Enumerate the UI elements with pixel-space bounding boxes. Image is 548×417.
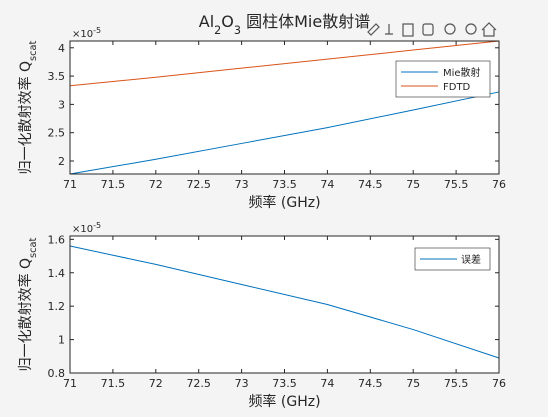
x-axis-label: 频率 (GHz) xyxy=(248,393,320,410)
y-tick-label: 2.5 xyxy=(48,127,66,140)
datatip-icon[interactable] xyxy=(385,24,393,35)
pan-icon[interactable] xyxy=(422,23,434,36)
text-part: 3 xyxy=(234,24,241,37)
zoom-out-icon[interactable] xyxy=(465,23,477,35)
pan-data-icon[interactable] xyxy=(402,23,414,37)
y-tick-label: 0.8 xyxy=(48,367,66,380)
y-tick-label: 3.5 xyxy=(48,70,66,83)
x-tick-label: 71.5 xyxy=(101,377,126,390)
y-multiplier: ×10-5 xyxy=(72,26,101,41)
multiplier-base: ×10 xyxy=(72,224,93,235)
y-tick-label: 2 xyxy=(58,155,65,168)
x-tick-label: 71 xyxy=(63,377,77,390)
x-tick-label: 75 xyxy=(406,178,420,191)
y-tick-label: 1.2 xyxy=(48,300,66,313)
text-part: 2 xyxy=(214,24,221,37)
x-tick-label: 76 xyxy=(492,178,506,191)
x-tick-label: 75.5 xyxy=(444,178,469,191)
zoom-in-icon[interactable] xyxy=(444,23,456,35)
x-tick-label: 71.5 xyxy=(101,178,126,191)
axes-frame xyxy=(69,40,500,175)
multiplier-exponent: -5 xyxy=(93,26,101,35)
x-tick-label: 72.5 xyxy=(186,178,211,191)
legend-label: FDTD xyxy=(443,82,471,93)
multiplier-base: ×10 xyxy=(72,29,93,40)
text-part: 圆柱体Mie散射谱 xyxy=(241,12,370,31)
multiplier-exponent: -5 xyxy=(93,221,101,230)
data-line xyxy=(69,40,500,87)
text-part: scat xyxy=(28,237,39,257)
x-tick-label: 74.5 xyxy=(358,178,383,191)
y-tick-label: 1.4 xyxy=(48,267,66,280)
brush-icon[interactable] xyxy=(367,23,380,36)
y-axis-label: 归一化散射效率 Qscat xyxy=(17,40,39,174)
legend-box xyxy=(395,60,491,98)
axes-toolbar xyxy=(367,22,497,37)
data-line xyxy=(69,91,500,175)
x-tick-label: 74 xyxy=(320,377,334,390)
y-tick-label: 3 xyxy=(58,98,65,111)
text-part: O xyxy=(221,12,234,31)
y-tick-label: 1.6 xyxy=(48,233,66,246)
x-tick-label: 75.5 xyxy=(444,377,469,390)
x-tick-label: 72.5 xyxy=(186,377,211,390)
y-tick-label: 4 xyxy=(58,42,65,55)
axes-frame xyxy=(69,235,500,374)
x-tick-label: 73 xyxy=(235,377,249,390)
home-icon[interactable] xyxy=(481,22,497,37)
text-part: scat xyxy=(28,40,39,60)
x-tick-label: 72 xyxy=(149,377,163,390)
y-tick-label: 1 xyxy=(58,334,65,347)
x-tick-label: 76 xyxy=(492,377,506,390)
chart-title: Al2O3 圆柱体Mie散射谱 xyxy=(199,12,370,37)
x-tick-label: 74 xyxy=(320,178,334,191)
text-part: Al xyxy=(199,12,214,31)
legend-label: 误差 xyxy=(461,253,481,266)
x-tick-label: 72 xyxy=(149,178,163,191)
x-tick-label: 74.5 xyxy=(358,377,383,390)
x-tick-label: 71 xyxy=(63,178,77,191)
x-tick-label: 73.5 xyxy=(272,178,297,191)
text-part: 归一化散射效率 Q xyxy=(17,258,34,371)
x-tick-label: 73 xyxy=(235,178,249,191)
text-part: 归一化散射效率 Q xyxy=(17,61,34,174)
legend-label: Mie散射 xyxy=(443,66,481,79)
y-multiplier: ×10-5 xyxy=(72,221,101,236)
x-tick-label: 73.5 xyxy=(272,377,297,390)
x-tick-label: 75 xyxy=(406,377,420,390)
y-axis-label: 归一化散射效率 Qscat xyxy=(17,237,39,371)
data-line xyxy=(69,245,500,359)
x-axis-label: 频率 (GHz) xyxy=(248,194,320,211)
